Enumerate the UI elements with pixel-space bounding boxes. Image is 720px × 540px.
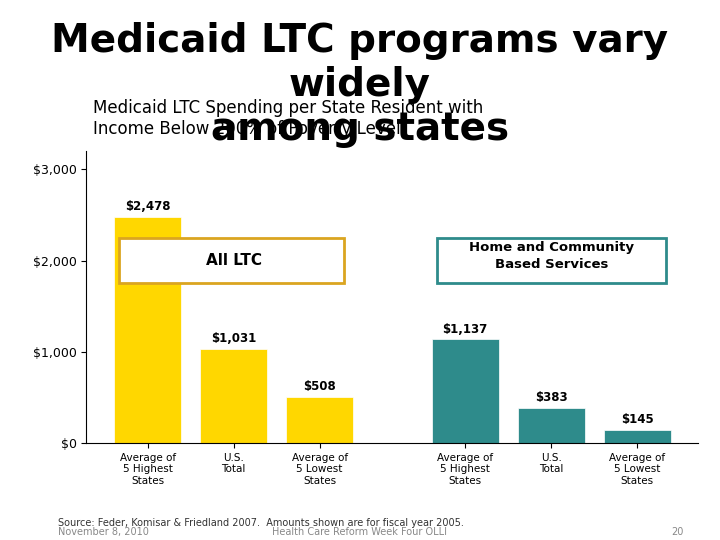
Bar [604,430,670,443]
Text: November 8, 2010: November 8, 2010 [58,526,148,537]
Text: Medicaid LTC Spending per State Resident with
Income Below 200% of Poverty Level: Medicaid LTC Spending per State Resident… [92,99,483,138]
Text: Source: Feder, Komisar & Friedland 2007.  Amounts shown are for fiscal year 2005: Source: Feder, Komisar & Friedland 2007.… [58,518,464,529]
Text: Medicaid LTC programs vary widely
among states: Medicaid LTC programs vary widely among … [51,22,669,147]
FancyBboxPatch shape [436,238,666,284]
Text: $1,031: $1,031 [211,332,256,345]
Text: $2,478: $2,478 [125,200,171,213]
Bar [114,217,181,443]
Bar [432,339,499,443]
Text: All LTC: All LTC [206,253,261,268]
Bar [286,396,353,443]
Bar [200,349,267,443]
Text: Home and Community
Based Services: Home and Community Based Services [469,241,634,271]
Text: $145: $145 [621,413,654,426]
Text: 20: 20 [672,526,684,537]
FancyBboxPatch shape [119,238,344,284]
Text: Health Care Reform Week Four OLLI: Health Care Reform Week Four OLLI [272,526,448,537]
Text: $1,137: $1,137 [443,322,488,335]
Bar [518,408,585,443]
Text: $383: $383 [535,392,567,404]
Text: $508: $508 [303,380,336,393]
